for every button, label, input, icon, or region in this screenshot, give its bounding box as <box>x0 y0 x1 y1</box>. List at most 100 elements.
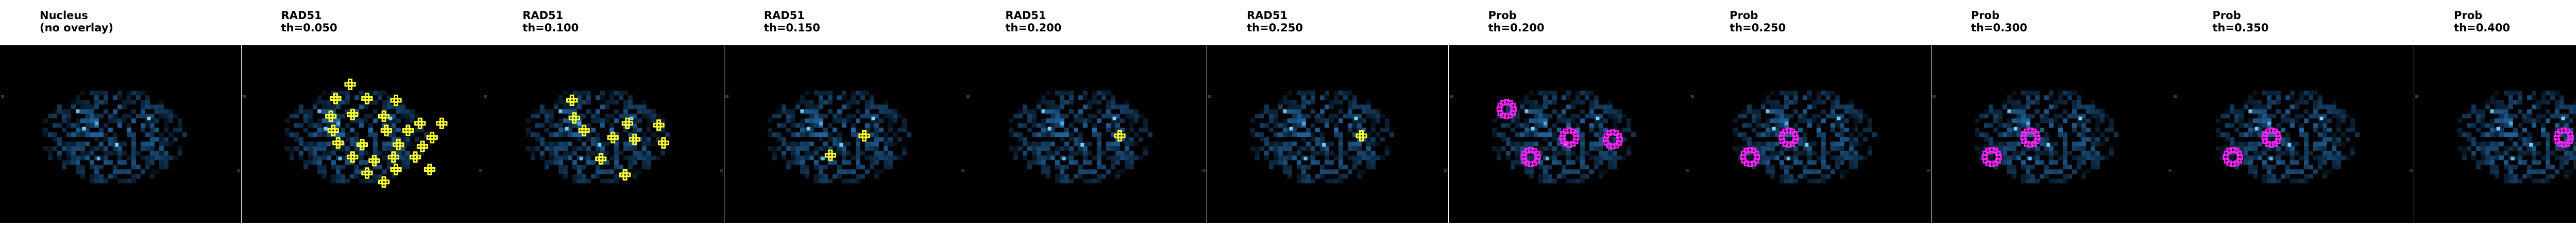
nucleus-image <box>725 91 964 184</box>
rad51-focus-marker <box>568 112 581 124</box>
panel-2: RAD51 th=0.100 <box>483 0 724 232</box>
panel-image <box>1931 45 2173 223</box>
panel-image <box>724 45 965 223</box>
rad51-focus-marker <box>858 130 870 142</box>
rad51-focus-marker <box>329 93 342 104</box>
rad51-focus-marker <box>824 149 836 161</box>
prob-focus-marker <box>2261 127 2282 148</box>
rad51-focus-marker <box>414 117 426 129</box>
rad51-focus-marker <box>578 124 590 136</box>
prob-focus-marker <box>1520 147 1541 167</box>
rad51-focus-marker <box>423 164 435 175</box>
panel-canvas <box>0 45 241 223</box>
rad51-focus-marker <box>416 140 428 152</box>
panel-canvas <box>1207 45 1448 223</box>
rad51-focus-marker <box>426 132 438 144</box>
nucleus-image <box>1208 91 1447 184</box>
panel-6: Prob th=0.200 <box>1448 0 1690 232</box>
rad51-focus-marker <box>1114 130 1126 142</box>
panel-0: Nucleus (no overlay) <box>0 0 241 232</box>
rad51-focus-marker <box>653 119 665 131</box>
panel-5: RAD51 th=0.250 <box>1207 0 1448 232</box>
panel-canvas <box>1931 45 2173 223</box>
panel-title: Prob th=0.250 <box>1730 9 1786 34</box>
panel-title: RAD51 th=0.200 <box>1005 9 1062 34</box>
rad51-focus-marker <box>361 93 373 104</box>
panel-image <box>2414 45 2576 223</box>
rad51-focus-marker <box>619 169 631 181</box>
panel-canvas <box>483 45 724 223</box>
panel-image <box>965 45 1207 223</box>
nucleus-image <box>2415 91 2576 184</box>
panel-4: RAD51 th=0.200 <box>965 0 1207 232</box>
panel-title: Prob th=0.300 <box>1971 9 2027 34</box>
rad51-focus-marker <box>368 155 380 167</box>
panel-title: Prob th=0.350 <box>2212 9 2269 34</box>
panel-image <box>0 45 241 223</box>
panel-image <box>483 45 724 223</box>
prob-focus-marker <box>2553 127 2574 148</box>
rad51-focus-marker <box>356 139 368 151</box>
rad51-focus-marker <box>346 151 358 163</box>
rad51-focus-marker <box>392 139 404 151</box>
prob-focus-marker <box>2223 147 2243 167</box>
panel-title: Prob th=0.400 <box>2454 9 2511 34</box>
panel-8: Prob th=0.300 <box>1931 0 2173 232</box>
panel-image <box>241 45 483 223</box>
panel-title: Nucleus (no overlay) <box>40 9 114 34</box>
panel-image <box>1690 45 1931 223</box>
rad51-focus-marker <box>389 164 402 175</box>
rad51-focus-marker <box>409 151 421 163</box>
panel-image <box>2173 45 2414 223</box>
panel-1: RAD51 th=0.050 <box>241 0 483 232</box>
prob-focus-marker <box>1602 129 1623 150</box>
prob-focus-marker <box>1559 127 1580 148</box>
panel-canvas <box>965 45 1207 223</box>
rad51-focus-marker <box>629 133 641 145</box>
rad51-focus-marker <box>378 110 389 122</box>
nucleus-image <box>1449 91 1689 184</box>
rad51-focus-marker <box>361 167 373 179</box>
rad51-focus-marker <box>566 94 578 106</box>
rad51-focus-marker <box>378 176 389 188</box>
rad51-focus-marker <box>435 117 448 129</box>
panel-title: RAD51 th=0.100 <box>522 9 579 34</box>
prob-focus-marker <box>1981 147 2002 167</box>
prob-focus-marker <box>1740 147 1760 167</box>
prob-focus-marker <box>1778 127 1799 148</box>
panel-image <box>1207 45 1448 223</box>
rad51-focus-marker <box>1355 130 1367 142</box>
rad51-focus-marker <box>658 137 670 149</box>
rad51-focus-marker <box>621 117 634 129</box>
panel-title: RAD51 th=0.150 <box>764 9 820 34</box>
rad51-focus-marker <box>595 153 607 165</box>
panel-canvas <box>2173 45 2414 223</box>
panel-canvas <box>724 45 965 223</box>
panel-7: Prob th=0.250 <box>1690 0 1931 232</box>
panel-canvas <box>1448 45 1690 223</box>
nucleus-image <box>1932 91 2172 184</box>
panel-10: Prob th=0.400 <box>2414 0 2576 232</box>
panel-title: Prob th=0.200 <box>1488 9 1545 34</box>
nucleus-image <box>2174 91 2413 184</box>
prob-focus-marker <box>2020 127 2041 148</box>
panel-title: RAD51 th=0.250 <box>1247 9 1303 34</box>
rad51-focus-marker <box>327 124 339 136</box>
nucleus-image <box>967 91 1206 184</box>
panel-9: Prob th=0.350 <box>2173 0 2414 232</box>
panel-title: RAD51 th=0.050 <box>281 9 337 34</box>
rad51-focus-marker <box>389 94 402 106</box>
rad51-focus-marker <box>346 109 358 120</box>
panel-3: RAD51 th=0.150 <box>724 0 965 232</box>
rad51-focus-marker <box>607 132 619 144</box>
panel-canvas <box>1690 45 1931 223</box>
rad51-focus-marker <box>332 137 344 149</box>
nucleus-image <box>242 91 482 184</box>
panel-canvas <box>2414 45 2576 223</box>
rad51-focus-marker <box>344 78 356 90</box>
rad51-focus-marker <box>380 124 392 136</box>
nucleus-image <box>1 91 240 184</box>
prob-focus-marker <box>1496 99 1517 119</box>
panel-image <box>1448 45 1690 223</box>
panel-canvas <box>241 45 483 223</box>
